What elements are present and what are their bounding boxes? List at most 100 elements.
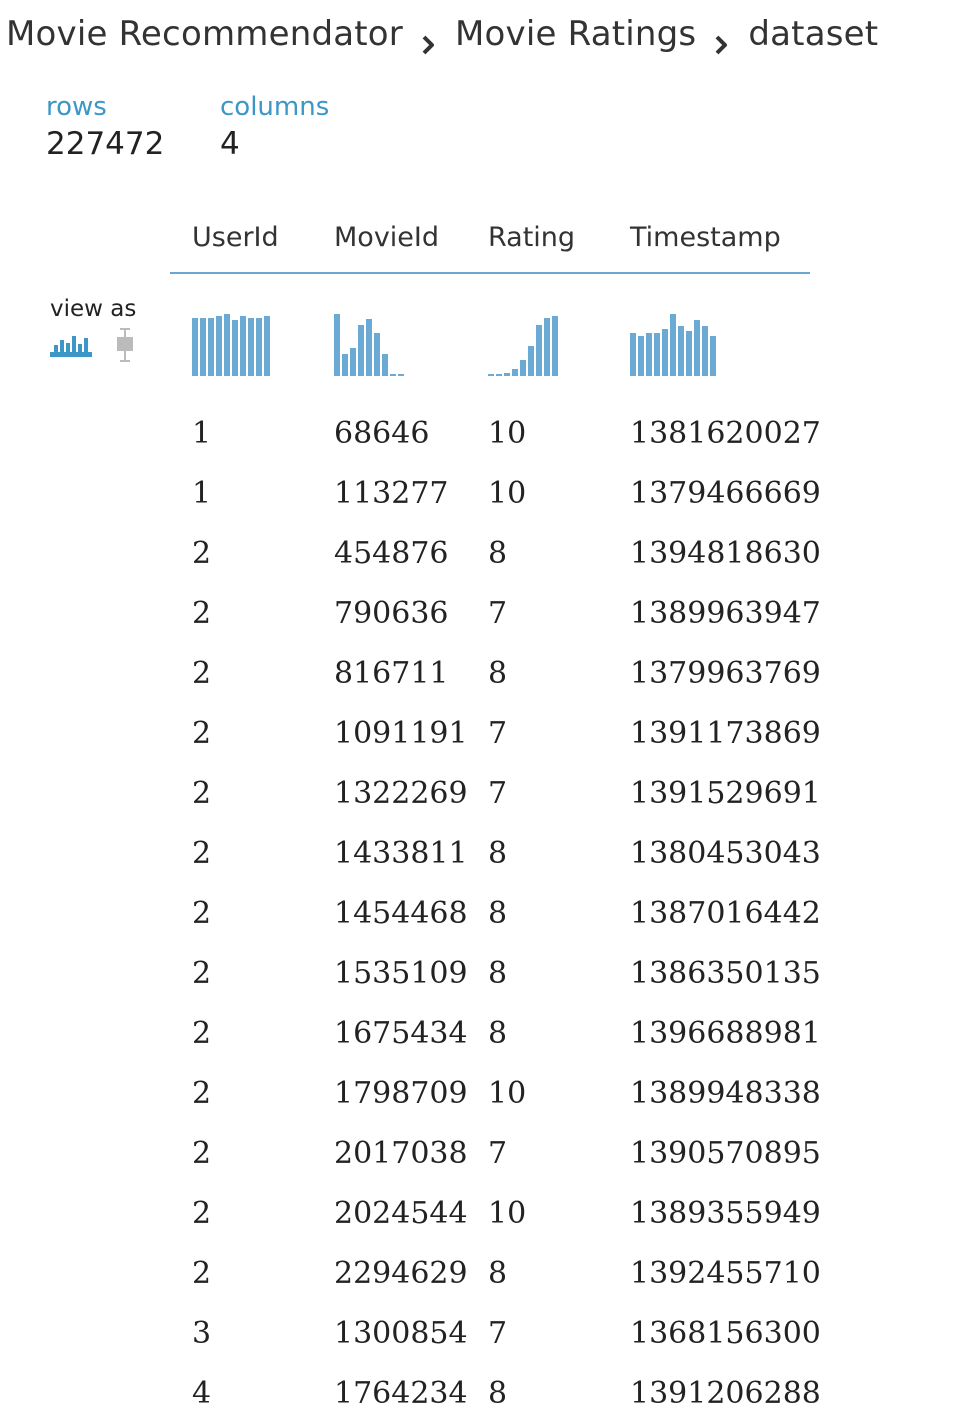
table-cell-timestamp: 1386350135 <box>630 956 821 991</box>
table-cell-timestamp: 1379963769 <box>630 656 821 691</box>
table-cell-userid: 2 <box>192 1016 212 1051</box>
histogram-bar <box>264 316 270 376</box>
histogram-bar <box>200 318 206 376</box>
table-row[interactable]: 2 816711 8 1379963769 <box>170 644 821 704</box>
table-row[interactable]: 2 1091191 7 1391173869 <box>170 704 821 764</box>
table-cell-rating: 10 <box>488 476 527 511</box>
histogram-bar <box>208 318 214 376</box>
table-row[interactable]: 1 68646 10 1381620027 <box>170 404 821 464</box>
histogram-bar <box>512 369 518 376</box>
table-cell-movieid: 790636 <box>334 596 449 631</box>
histogram-movieid[interactable] <box>334 314 404 376</box>
table-row[interactable]: 2 2294629 8 1392455710 <box>170 1244 821 1304</box>
table-row[interactable]: 2 1454468 8 1387016442 <box>170 884 821 944</box>
table-cell-rating: 8 <box>488 656 508 691</box>
histogram-bar <box>654 333 660 376</box>
table-cell-timestamp: 1381620027 <box>630 416 821 451</box>
histogram-bar <box>374 333 380 376</box>
breadcrumb-item-experiment[interactable]: Movie Ratings <box>454 14 697 54</box>
view-as-label: view as <box>50 296 137 322</box>
chevron-right-icon <box>421 25 435 55</box>
breadcrumb-item-project[interactable]: Movie Recommendator <box>6 14 403 54</box>
histogram-bar <box>662 329 668 376</box>
table-row[interactable]: 2 1535109 8 1386350135 <box>170 944 821 1004</box>
table-cell-userid: 2 <box>192 656 212 691</box>
histogram-bar <box>670 314 676 376</box>
table-row[interactable]: 3 1300854 7 1368156300 <box>170 1304 821 1364</box>
table-cell-movieid: 1675434 <box>334 1016 468 1051</box>
table-cell-userid: 2 <box>192 1196 212 1231</box>
histogram-bar <box>544 318 550 376</box>
table-row[interactable]: 4 1764234 8 1391206288 <box>170 1364 821 1424</box>
histogram-bar <box>232 320 238 376</box>
histogram-row <box>170 274 810 404</box>
columns-value: 4 <box>220 126 240 162</box>
histogram-bar <box>686 331 692 376</box>
table-cell-timestamp: 1380453043 <box>630 836 821 871</box>
histogram-bar <box>334 314 340 376</box>
table-cell-timestamp: 1396688981 <box>630 1016 821 1051</box>
table-row[interactable]: 2 454876 8 1394818630 <box>170 524 821 584</box>
table-cell-timestamp: 1392455710 <box>630 1256 821 1291</box>
histogram-bar <box>358 325 364 376</box>
table-cell-timestamp: 1394818630 <box>630 536 821 571</box>
histogram-icon[interactable] <box>50 328 92 362</box>
histogram-rating[interactable] <box>488 314 558 376</box>
rows-value: 227472 <box>46 126 165 162</box>
table-cell-userid: 2 <box>192 1076 212 1111</box>
table-cell-userid: 2 <box>192 1136 212 1171</box>
table-cell-userid: 1 <box>192 476 212 511</box>
histogram-bar <box>192 318 198 376</box>
column-header-userid[interactable]: UserId <box>192 222 279 253</box>
histogram-bar <box>646 333 652 376</box>
histogram-userid[interactable] <box>192 314 270 376</box>
table-row[interactable]: 2 1433811 8 1380453043 <box>170 824 821 884</box>
table-cell-userid: 2 <box>192 716 212 751</box>
table-cell-movieid: 2024544 <box>334 1196 468 1231</box>
table-header: UserId MovieId Rating Timestamp <box>170 216 810 274</box>
table-cell-movieid: 454876 <box>334 536 449 571</box>
column-header-timestamp[interactable]: Timestamp <box>630 222 781 253</box>
column-header-movieid[interactable]: MovieId <box>334 222 440 253</box>
table-row[interactable]: 2 2017038 7 1390570895 <box>170 1124 821 1184</box>
table-row[interactable]: 2 790636 7 1389963947 <box>170 584 821 644</box>
boxplot-icon[interactable] <box>114 328 136 366</box>
table-cell-userid: 3 <box>192 1316 212 1351</box>
histogram-bar <box>488 374 494 376</box>
table-row[interactable]: 2 1322269 7 1391529691 <box>170 764 821 824</box>
breadcrumb-item-dataset: dataset <box>748 14 879 54</box>
histogram-bar <box>536 325 542 376</box>
table-cell-rating: 10 <box>488 416 527 451</box>
table-cell-rating: 10 <box>488 1076 527 1111</box>
table-cell-movieid: 113277 <box>334 476 449 511</box>
histogram-bar <box>216 316 222 376</box>
table-cell-rating: 8 <box>488 1376 508 1411</box>
table-cell-userid: 4 <box>192 1376 212 1411</box>
table-cell-rating: 7 <box>488 716 508 751</box>
table-row[interactable]: 1 113277 10 1379466669 <box>170 464 821 524</box>
table-cell-timestamp: 1379466669 <box>630 476 821 511</box>
table-cell-rating: 10 <box>488 1196 527 1231</box>
table-cell-movieid: 1322269 <box>334 776 468 811</box>
table-row[interactable]: 2 2024544 10 1389355949 <box>170 1184 821 1244</box>
column-header-rating[interactable]: Rating <box>488 222 576 253</box>
histogram-bar <box>520 360 526 376</box>
histogram-timestamp[interactable] <box>630 314 716 376</box>
table-cell-rating: 7 <box>488 1316 508 1351</box>
table-cell-movieid: 1433811 <box>334 836 468 871</box>
histogram-bar <box>630 333 636 376</box>
histogram-bar <box>224 314 230 376</box>
table-cell-userid: 2 <box>192 596 212 631</box>
histogram-bar <box>342 354 348 376</box>
histogram-bar <box>702 326 708 376</box>
table-cell-rating: 8 <box>488 536 508 571</box>
table-cell-rating: 8 <box>488 896 508 931</box>
histogram-bar <box>398 374 404 376</box>
table-row[interactable]: 2 1798709 10 1389948338 <box>170 1064 821 1124</box>
table-cell-userid: 2 <box>192 836 212 871</box>
table-cell-rating: 7 <box>488 1136 508 1171</box>
table-cell-movieid: 1300854 <box>334 1316 468 1351</box>
rows-stat: rows 227472 <box>46 92 164 162</box>
table-row[interactable]: 2 1675434 8 1396688981 <box>170 1004 821 1064</box>
table-cell-timestamp: 1387016442 <box>630 896 821 931</box>
